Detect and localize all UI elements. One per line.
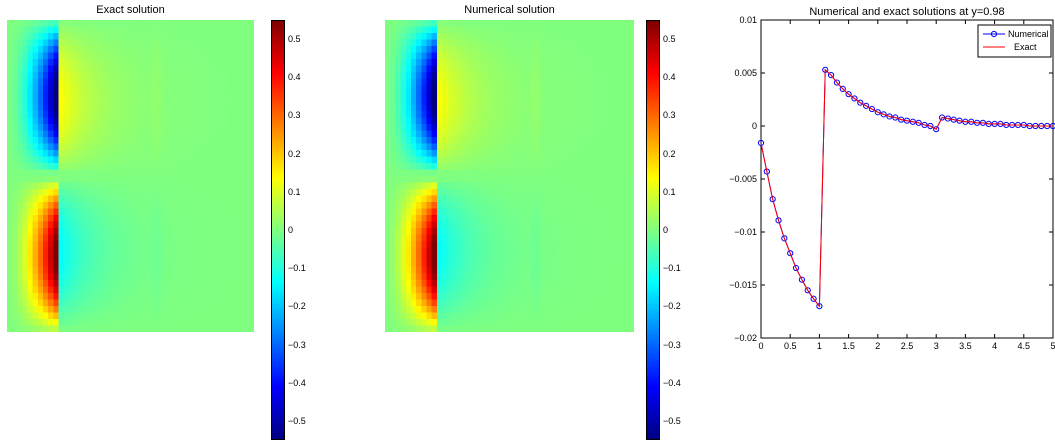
line-chart-title: Numerical and exact solutions at y=0.98 (809, 6, 1004, 18)
numerical-series-point (874, 109, 881, 116)
numerical-series-point (787, 250, 794, 257)
x-tick-label: 2.5 (901, 341, 914, 351)
numerical-series-point (769, 196, 776, 203)
numerical-series-point (827, 72, 835, 79)
colorbar-tick-label: −0.3 (663, 339, 681, 350)
legend-exact-label: Exact (1014, 42, 1037, 52)
colorbar-tick-label: 0 (663, 225, 669, 235)
colorbar-tick-label: −0.5 (663, 415, 681, 426)
exact-series-line (760, 68, 1053, 308)
numerical-series-point (792, 264, 800, 272)
colorbar-tick-label: 0.1 (663, 186, 676, 197)
numerical-series-point (763, 168, 770, 175)
colorbar-tick-label: −0.3 (288, 339, 306, 350)
colorbar-tick-label: −0.5 (288, 415, 306, 426)
x-tick-label: 3.5 (959, 341, 972, 351)
colorbar-tick-label: −0.2 (288, 301, 306, 312)
numerical-series-line (760, 68, 1053, 308)
colorbar-tick-label: −0.2 (663, 301, 681, 312)
y-tick-label: −0.02 (734, 333, 757, 343)
x-tick-label: 0.5 (784, 341, 797, 351)
legend-numerical-label: Numerical (1008, 29, 1049, 39)
numerical-series-point (857, 99, 864, 106)
legend-box (977, 24, 1052, 58)
y-tick-label: −0.01 (734, 227, 757, 237)
numerical-series-point (845, 91, 852, 98)
x-tick-label: 1 (817, 341, 822, 351)
legend-numerical-marker (990, 30, 998, 38)
numerical-series-point (757, 139, 765, 147)
x-tick-label: 5 (1050, 341, 1055, 351)
y-tick-label: −0.005 (729, 174, 757, 184)
y-tick-label: 0.01 (739, 15, 757, 25)
colorbar-tick-label: −0.1 (288, 263, 306, 274)
x-tick-label: 4.5 (1018, 341, 1031, 351)
x-tick-label: 4 (992, 341, 997, 351)
colorbar-tick-label: 0.2 (288, 148, 301, 159)
numerical-series-point (775, 217, 782, 224)
colorbar-tick-label: −0.1 (663, 263, 681, 274)
numerical-series-point (839, 85, 846, 93)
x-tick-label: 1.5 (842, 341, 855, 351)
numerical-series-point (933, 126, 940, 133)
y-tick-label: −0.015 (729, 280, 757, 290)
numerical-solution-title: Numerical solution (464, 4, 555, 16)
colorbar-tick-label: 0.5 (663, 34, 676, 45)
numerical-series-point (810, 295, 817, 302)
numerical-series-point (833, 79, 841, 86)
numerical-series-point (868, 105, 876, 113)
numerical-series-point (880, 111, 887, 118)
colorbar-tick-label: 0.1 (288, 186, 301, 197)
exact-solution-heatmap (7, 20, 254, 332)
colorbar-tick-label: 0.4 (288, 72, 301, 83)
exact-solution-title: Exact solution (96, 4, 165, 16)
colorbar-tick-label: 0.2 (663, 148, 676, 159)
colorbar-tick-label: 0.3 (663, 110, 676, 121)
numerical-series-point (863, 102, 870, 109)
y-tick-label: 0.005 (734, 68, 757, 78)
numerical-series-point (851, 95, 858, 102)
y-tick-label: 0 (752, 121, 757, 131)
numerical-series-point (781, 235, 788, 242)
x-tick-label: 2 (875, 341, 880, 351)
colorbar-tick-label: 0.5 (288, 34, 301, 45)
colorbar-tick-label: −0.4 (663, 377, 681, 388)
numerical-series-point (798, 276, 805, 283)
colorbar-tick-label: −0.4 (288, 377, 306, 388)
colorbar-tick-label: 0 (288, 225, 294, 235)
numerical-series-point (804, 287, 811, 294)
colorbar-tick-label: 0.3 (288, 110, 301, 121)
line-chart: Numerical and exact solutions at y=0.98 0… (729, 6, 1055, 351)
x-tick-label: 3 (934, 341, 939, 351)
x-tick-label: 0 (758, 341, 763, 351)
colorbar-tick-label: 0.4 (663, 72, 676, 83)
numerical-solution-heatmap (385, 20, 634, 332)
